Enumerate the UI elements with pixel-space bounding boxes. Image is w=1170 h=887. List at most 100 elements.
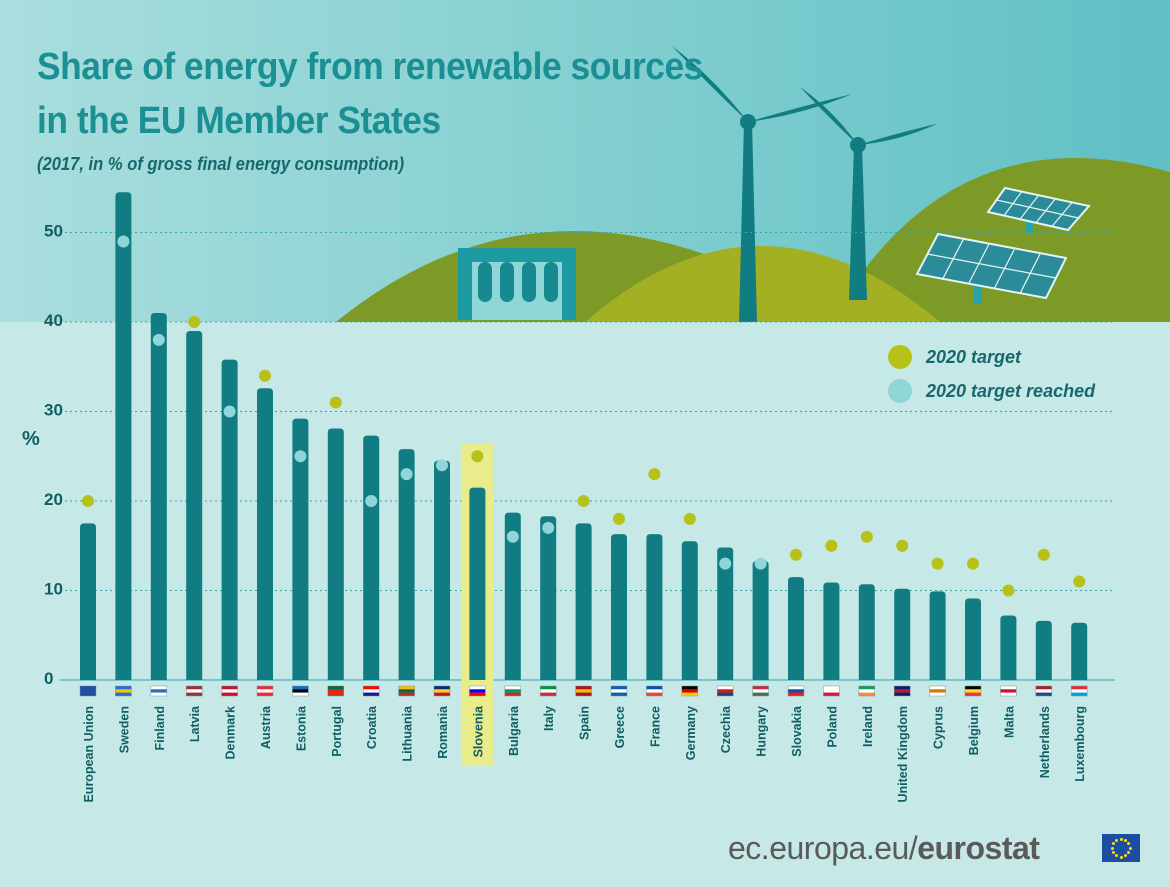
bar [1071, 622, 1088, 680]
category-label: Romania [436, 705, 450, 759]
bar [929, 591, 946, 680]
flag-icon [787, 685, 805, 697]
target-marker [896, 539, 909, 552]
flag-icon [646, 685, 663, 697]
category-label: Poland [825, 706, 839, 748]
category-label: Sweden [117, 706, 131, 753]
flag-icon [1035, 685, 1053, 697]
bar [186, 330, 203, 680]
y-tick-label: 50 [44, 222, 63, 241]
target-reached-marker [117, 235, 130, 248]
category-label: United Kingdom [896, 706, 910, 803]
flag-icon [327, 685, 345, 697]
flag-icon [539, 685, 557, 697]
eu-star-icon [1115, 838, 1118, 842]
category-label: Cyprus [932, 706, 946, 749]
bar [292, 418, 309, 680]
flag-icon [469, 685, 486, 697]
bar [504, 512, 521, 680]
flag-icon [292, 685, 309, 697]
y-tick-label: 0 [44, 669, 53, 688]
target-reached-marker [506, 530, 519, 543]
category-label: Lithuania [401, 705, 415, 762]
solar-panel-small-icon [986, 186, 1091, 234]
wind-turbine-small-icon [800, 87, 938, 300]
bar [858, 584, 875, 680]
category-label: European Union [82, 706, 96, 803]
eu-star-icon [1128, 846, 1132, 850]
y-axis-label: % [22, 428, 40, 450]
chart-title-line2: in the EU Member States [37, 100, 441, 142]
flag-icon [398, 685, 415, 697]
target-marker [329, 396, 342, 409]
target-marker [82, 495, 94, 507]
bar [788, 577, 804, 680]
flag-icon [1070, 685, 1088, 697]
target-marker [648, 468, 661, 481]
target-marker [1037, 548, 1050, 561]
bar [434, 460, 450, 680]
target-marker [259, 369, 271, 382]
eu-star-icon [1124, 854, 1127, 858]
flag-icon [681, 685, 699, 697]
target-marker [860, 530, 873, 543]
bar [1035, 620, 1052, 680]
target-reached-marker [436, 459, 448, 472]
hill-right [830, 157, 1170, 322]
wind-turbine-large-icon [671, 45, 853, 322]
target-marker [1002, 584, 1015, 597]
eu-star-icon [1111, 851, 1115, 854]
flag-icon [115, 685, 132, 697]
bar [646, 534, 663, 680]
legend-target-dot [888, 345, 912, 369]
chart-title-line1: Share of energy from renewable sources [37, 46, 703, 88]
flag-icon [929, 685, 946, 697]
eu-star-icon [1127, 851, 1131, 854]
legend-item-target: 2020 target [888, 340, 1095, 374]
eu-star-icon [1119, 855, 1123, 859]
bar [611, 534, 627, 680]
source-site: ec.europa.eu/ [728, 830, 918, 866]
eu-star-icon [1124, 838, 1127, 842]
target-marker [1073, 575, 1086, 588]
target-reached-marker [294, 450, 307, 463]
flag-icon [610, 685, 628, 697]
solar-panel-large-icon [915, 232, 1068, 304]
flags [79, 685, 1088, 697]
y-tick-label: 10 [44, 580, 63, 599]
hill-middle [585, 246, 940, 322]
target-marker [577, 495, 590, 507]
category-label: Czechia [719, 705, 733, 753]
flag-icon [433, 685, 451, 697]
bar [469, 487, 486, 680]
target-reached-marker [223, 405, 236, 418]
flag-icon [185, 685, 203, 697]
category-label: Ireland [861, 706, 875, 747]
bar [115, 192, 132, 680]
bar [823, 582, 840, 680]
flag-icon [716, 685, 734, 697]
bar [363, 435, 380, 680]
bar [681, 541, 698, 680]
bar [540, 516, 557, 680]
target-marker [471, 450, 484, 463]
eu-star-icon [1115, 854, 1118, 858]
legend-item-reached: 2020 target reached [888, 374, 1095, 408]
eu-star-icon [1127, 842, 1131, 845]
flag-icon [752, 685, 769, 697]
bar [575, 523, 592, 680]
flag-icon [964, 685, 982, 697]
flag-icon [858, 685, 876, 697]
flag-icon [893, 685, 911, 697]
eu-flag-logo [1102, 834, 1140, 862]
flag-icon [362, 685, 380, 697]
category-label: Portugal [330, 706, 344, 757]
bar [80, 523, 96, 680]
y-tick-label: 20 [44, 490, 63, 509]
category-label: Slovenia [471, 705, 485, 757]
bar [752, 560, 769, 680]
category-label: Germany [684, 706, 698, 760]
target-marker [931, 557, 944, 570]
legend-target-label: 2020 target [926, 346, 1022, 367]
